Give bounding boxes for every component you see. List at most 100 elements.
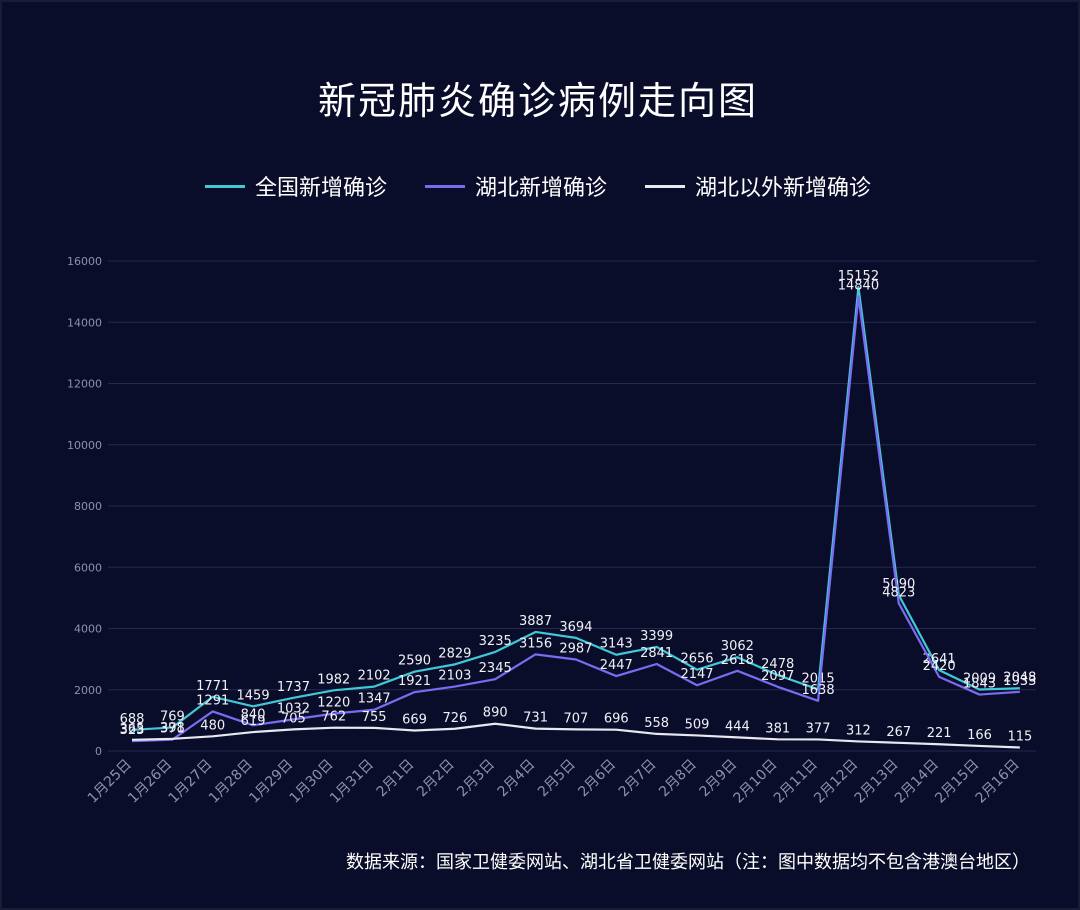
x-tick-label: 1月28日	[206, 757, 256, 807]
x-tick-label: 2月2日	[414, 757, 458, 801]
x-tick-label: 2月7日	[616, 757, 660, 801]
x-tick-label: 2月11日	[771, 757, 821, 807]
data-label: 1291	[196, 693, 229, 708]
data-label: 2102	[358, 669, 391, 684]
data-label: 2447	[600, 658, 633, 673]
data-label: 480	[200, 718, 225, 733]
data-label: 696	[604, 712, 629, 727]
x-tick-label: 2月12日	[811, 757, 861, 807]
data-label: 166	[967, 728, 992, 743]
data-label: 2097	[761, 669, 794, 684]
data-label: 444	[725, 719, 750, 734]
data-label: 1459	[237, 688, 270, 703]
data-label: 365	[120, 722, 145, 737]
y-tick-label: 8000	[74, 500, 102, 513]
data-label: 2015	[802, 671, 835, 686]
data-label: 3062	[721, 639, 754, 654]
legend-label-outside-hubei: 湖北以外新增确诊	[695, 176, 872, 201]
legend-item-outside-hubei: 湖北以外新增确诊	[645, 170, 871, 202]
data-label: 2048	[1003, 670, 1036, 685]
data-label: 890	[483, 706, 508, 721]
data-label: 377	[806, 721, 831, 736]
series-line-1	[131, 295, 1020, 743]
x-tick-label: 1月27日	[166, 757, 216, 807]
x-tick-label: 2月15日	[932, 757, 982, 807]
data-label: 1771	[196, 679, 229, 694]
data-label: 2147	[680, 667, 713, 682]
y-tick-label: 14000	[67, 316, 102, 329]
data-label: 3694	[559, 620, 592, 635]
x-tick-label: 2月1日	[374, 757, 418, 801]
data-label: 726	[442, 711, 467, 726]
data-label: 2841	[640, 646, 673, 661]
x-tick-label: 1月29日	[246, 757, 296, 807]
data-label: 5090	[882, 577, 915, 592]
chart-legend: 全国新增确诊 湖北新增确诊 湖北以外新增确诊	[0, 170, 1076, 202]
data-label: 371	[160, 722, 185, 737]
data-label: 1737	[277, 680, 310, 695]
data-label: 1843	[963, 677, 996, 692]
data-label: 762	[321, 710, 346, 725]
data-label: 755	[362, 710, 387, 725]
data-source-note: 数据来源：国家卫健委网站、湖北省卫健委网站（注：图中数据均不包含港澳台地区）	[346, 852, 1030, 873]
x-tick-label: 1月30日	[287, 757, 337, 807]
data-label: 2009	[963, 671, 996, 686]
data-label: 398	[160, 721, 185, 736]
data-label: 705	[281, 711, 306, 726]
y-tick-label: 12000	[67, 378, 102, 391]
legend-swatch-national	[204, 184, 245, 188]
x-tick-label: 2月13日	[852, 757, 902, 807]
y-tick-label: 0	[95, 745, 102, 758]
data-label: 1638	[802, 683, 835, 698]
data-label: 688	[120, 712, 145, 727]
y-tick-label: 4000	[74, 623, 102, 636]
data-label: 115	[1007, 729, 1032, 744]
data-label: 1347	[358, 692, 391, 707]
data-label: 2987	[559, 642, 592, 657]
data-label: 2829	[438, 646, 471, 661]
data-label: 840	[241, 707, 266, 722]
x-tick-label: 2月3日	[454, 757, 498, 801]
y-tick-label: 10000	[67, 439, 102, 452]
data-label: 558	[644, 716, 669, 731]
data-label: 2478	[761, 657, 794, 672]
data-label: 509	[685, 717, 710, 732]
y-tick-label: 6000	[74, 561, 102, 574]
chart-title: 新冠肺炎确诊病例走向图	[317, 79, 758, 123]
data-label: 3143	[600, 637, 633, 652]
data-label: 3399	[640, 629, 673, 644]
legend-label-national: 全国新增确诊	[254, 176, 387, 201]
y-tick-label: 16000	[67, 255, 102, 268]
legend-swatch-outside-hubei	[645, 184, 685, 188]
data-label: 1933	[1003, 674, 1036, 689]
data-label: 1032	[277, 701, 310, 716]
data-label: 2345	[479, 661, 512, 676]
data-label: 2420	[923, 659, 956, 674]
data-label: 769	[160, 709, 185, 724]
data-label: 1921	[398, 674, 431, 689]
x-tick-label: 2月8日	[656, 757, 700, 801]
data-label: 2618	[721, 653, 754, 668]
legend-item-hubei: 湖北新增确诊	[424, 170, 607, 202]
x-tick-label: 1月26日	[125, 757, 175, 807]
data-label: 221	[927, 726, 952, 741]
data-label: 707	[564, 711, 589, 726]
x-tick-label: 2月6日	[575, 757, 619, 801]
legend-item-national: 全国新增确诊	[204, 170, 387, 202]
data-label: 267	[886, 725, 911, 740]
data-label: 14840	[838, 279, 879, 294]
data-label: 2656	[680, 652, 713, 667]
data-label: 1982	[317, 672, 350, 687]
data-label: 1220	[317, 696, 350, 711]
x-tick-label: 2月10日	[731, 757, 781, 807]
data-label: 15152	[838, 269, 879, 284]
data-label: 312	[846, 723, 871, 738]
data-label: 381	[765, 721, 790, 736]
data-label: 3887	[519, 614, 552, 629]
data-label: 323	[120, 723, 145, 738]
x-tick-label: 1月31日	[327, 757, 377, 807]
data-label: 3235	[479, 634, 512, 649]
x-tick-label: 2月5日	[535, 757, 579, 801]
